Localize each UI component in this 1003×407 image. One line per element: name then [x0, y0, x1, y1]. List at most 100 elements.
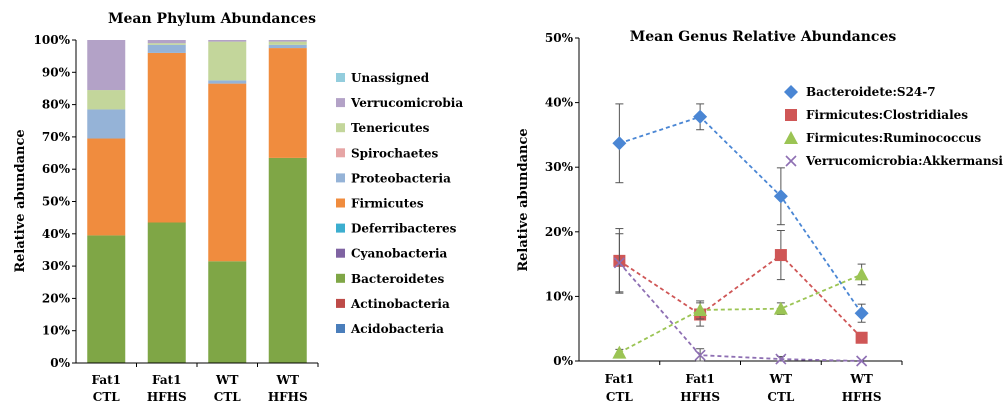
line-y-tick-label: 40% [545, 96, 574, 110]
phylum-bar-chart: Mean Phylum Abundances Relative abundanc… [13, 11, 463, 404]
bar-segment-tenericutes [268, 41, 307, 45]
line-y-tick-label: 30% [545, 160, 574, 174]
bar-legend-label-acidobacteria: Acidobacteria [350, 322, 444, 336]
series-line-bacteroidete-s24-7 [619, 115, 863, 314]
bar-y-tick-label: 70% [42, 130, 71, 144]
line-chart-y-axis-label: Relative abundance [516, 128, 531, 271]
bar-segment-proteobacteria [208, 80, 247, 84]
genus-line-chart: Mean Genus Relative Abundances Relative … [516, 29, 1003, 404]
bar-y-tick-label: 100% [34, 33, 71, 47]
line-category-label: WT CTL [767, 372, 794, 404]
line-category-label-line: HFHS [680, 390, 720, 404]
bar-legend-label-proteobacteria: Proteobacteria [351, 171, 451, 185]
bar-legend-label-firmicutes: Firmicutes [351, 197, 424, 211]
bar-segment-firmicutes [208, 83, 247, 262]
series-line-firmicutes-clostridiales [618, 253, 863, 339]
line-category-label-line: WT [769, 372, 792, 386]
bar-y-tick-label: 60% [42, 162, 71, 176]
bar-segment-verrucomicrobia [87, 40, 126, 91]
bar-y-tick-label: 10% [42, 324, 71, 338]
bar-segment-firmicutes [87, 138, 126, 236]
data-point-firmicutes-ruminococcus [854, 267, 869, 281]
bar-segment-tenericutes [147, 43, 186, 45]
data-point-bacteroidete-s24-7 [773, 189, 788, 204]
bar-category-label-line: WT [276, 373, 299, 387]
line-legend-label-verrucomicrobia-akkermansia: Verrucomicrobia:Akkermansia [805, 154, 1003, 168]
bar-y-tick-label: 30% [42, 259, 71, 273]
bar-segment-firmicutes [147, 52, 186, 223]
data-point-firmicutes-clostridiales [855, 331, 868, 344]
bar-legend-swatch-proteobacteria [336, 173, 345, 183]
bar-legend-swatch-deferribacteres [336, 223, 345, 233]
line-y-tick-label: 20% [545, 225, 574, 239]
line-legend-label-firmicutes-ruminococcus: Firmicutes:Ruminococcus [806, 131, 981, 145]
line-y-tick-label: 0% [553, 354, 573, 368]
data-point-bacteroidete-s24-7 [693, 109, 708, 124]
bar-legend-swatch-spirochaetes [336, 148, 345, 158]
line-legend-label-firmicutes-clostridiales: Firmicutes:Clostridiales [806, 108, 968, 122]
bar-segment-bacteroidetes [208, 261, 247, 363]
line-legend-marker-verrucomicrobia-akkermansia [785, 155, 797, 167]
line-category-label-line: HFHS [842, 390, 882, 404]
bar-y-tick-label: 20% [42, 291, 71, 305]
bar-category-label-line: Fat1 [152, 373, 182, 387]
bar-legend-label-actinobacteria: Actinobacteria [350, 297, 450, 311]
bar-category-label-line: Fat1 [91, 373, 121, 387]
bar-category-label: WT CTL [214, 373, 241, 404]
line-series-firmicutes-ruminococcus [612, 263, 869, 359]
line-category-label-line: WT [849, 372, 872, 386]
bar-category-labels: Fat1 CTL Fat1 HFHS WT CTL WT HFHS [91, 363, 319, 404]
bar-legend-label-verrucomicrobia: Verrucomicrobia [350, 96, 463, 110]
bar-segment-proteobacteria [147, 44, 186, 53]
line-legend: Bacteroidete:S24-7 Firmicutes:Clostridial… [784, 85, 1003, 168]
bar-legend-swatch-tenericutes [336, 123, 345, 133]
data-point-verrucomicrobia-akkermansia [613, 257, 625, 269]
bar-legend-swatch-verrucomicrobia [336, 98, 345, 108]
bar-category-label-line: WT [215, 373, 238, 387]
bar-segment-bacteroidetes [87, 235, 126, 363]
line-category-label-line: CTL [606, 390, 633, 404]
line-series-firmicutes-clostridiales [613, 228, 868, 344]
line-category-label: Fat1 HFHS [680, 372, 720, 404]
line-y-tick-label: 50% [545, 31, 574, 45]
data-point-verrucomicrobia-akkermansia [856, 355, 868, 367]
bar-y-tick-label: 0% [50, 356, 70, 370]
line-legend-marker-bacteroidete-s24-7 [784, 85, 798, 99]
bar-category-label-line: CTL [214, 390, 241, 404]
bar-segment-bacteroidetes [147, 222, 186, 363]
line-category-label: Fat1 CTL [605, 372, 635, 404]
bar-category-label-line: HFHS [268, 390, 308, 404]
bar-legend-swatch-acidobacteria [336, 324, 345, 333]
line-legend-marker-firmicutes-clostridiales [785, 109, 797, 121]
bar-segments [87, 40, 307, 363]
bar-category-label: Fat1 CTL [91, 373, 121, 404]
bar-category-label: Fat1 HFHS [147, 373, 187, 404]
bar-legend-label-unassigned: Unassigned [351, 71, 430, 85]
data-point-firmicutes-ruminococcus [612, 345, 627, 359]
line-category-labels: Fat1 CTL Fat1 HFHS WT CTL WT HFHS [605, 361, 903, 404]
bar-category-label-line: CTL [93, 390, 120, 404]
line-category-label-line: Fat1 [605, 372, 635, 386]
bar-legend-label-bacteroidetes: Bacteroidetes [351, 272, 444, 286]
bar-segment-firmicutes [268, 48, 307, 158]
bar-chart-y-axis-label: Relative abundance [13, 129, 28, 272]
bar-y-tick-label: 40% [42, 227, 71, 241]
data-point-firmicutes-clostridiales [774, 249, 787, 262]
bar-segment-proteobacteria [268, 44, 307, 49]
line-category-label: WT HFHS [842, 372, 882, 404]
bar-legend-swatch-unassigned [336, 73, 345, 82]
data-point-firmicutes-ruminococcus [773, 301, 788, 315]
data-point-bacteroidete-s24-7 [854, 306, 869, 321]
line-series-bacteroidete-s24-7 [612, 103, 869, 323]
bar-legend-swatch-bacteroidetes [336, 273, 345, 283]
bar-legend: Unassigned Verrucomicrobia Tenericutes Spir… [336, 71, 463, 336]
data-point-firmicutes-ruminococcus [693, 302, 708, 316]
bar-segment-verrucomicrobia [268, 40, 307, 42]
bar-y-tick-label: 50% [42, 195, 71, 209]
line-series-verrucomicrobia-akkermansia [613, 233, 868, 367]
line-y-ticks: 0% 10% 20% 30% 40% 50% [545, 31, 579, 368]
bar-segment-verrucomicrobia [147, 40, 186, 44]
series-line-verrucomicrobia-akkermansia [618, 262, 862, 362]
bar-legend-label-spirochaetes: Spirochaetes [351, 146, 439, 160]
